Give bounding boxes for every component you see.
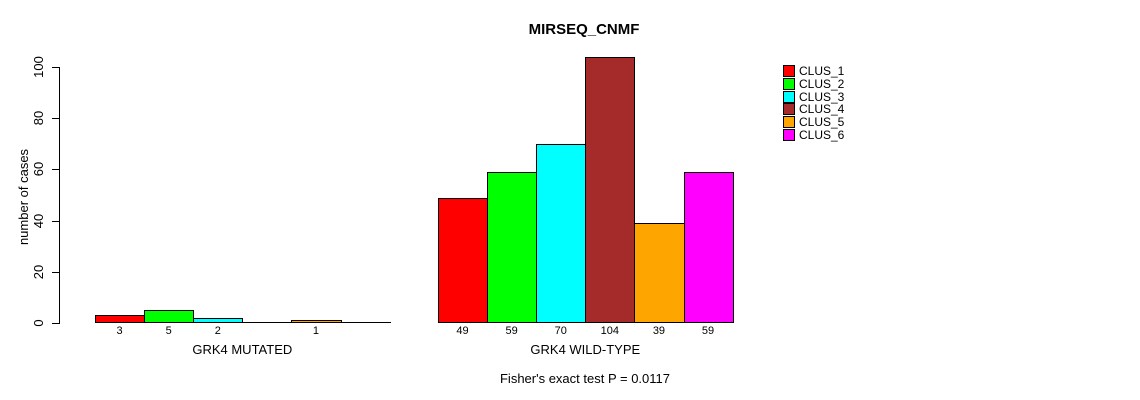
bar-value-label: 3 [116,325,123,337]
legend-color-swatch [783,65,795,78]
x-axis-group-label-grk4-wild-type: GRK4 WILD-TYPE [530,342,641,357]
legend-item-clus-3: CLUS_3 [783,90,844,103]
bar-clus-6-grk4-mutated [341,322,391,323]
bar-value-label: 70 [554,325,567,337]
bar-value-label: 49 [456,325,469,337]
y-axis-tick-label: 40 [31,213,46,229]
chart-title: MIRSEQ_CNMF [528,21,640,38]
y-axis-tick-label: 0 [31,319,46,327]
bar-value-label: 5 [165,325,172,337]
bar-clus-3-grk4-wild-type [536,144,586,323]
legend: CLUS_1 CLUS_2 CLUS_3 CLUS_4 CLUS_5 CLUS_6 [783,65,844,141]
y-axis-line [59,67,60,324]
y-axis-label: number of cases [16,148,31,246]
y-axis-tick [52,169,60,170]
legend-color-swatch [783,128,795,141]
bar-value-label: 2 [214,325,221,337]
legend-label: CLUS_6 [799,127,845,142]
y-axis-tick-label: 80 [31,110,46,126]
legend-color-swatch [783,78,795,91]
y-axis-tick [52,323,60,324]
y-axis-tick [52,67,60,68]
y-axis-tick [52,221,60,222]
legend-item-clus-1: CLUS_1 [783,65,844,78]
legend-item-clus-2: CLUS_2 [783,78,844,91]
legend-color-swatch [783,90,795,103]
bar-clus-4-grk4-mutated [242,322,292,323]
bar-clus-5-grk4-wild-type [634,223,685,323]
bar-clus-1-grk4-wild-type [438,198,488,323]
bar-clus-1-grk4-mutated [95,315,145,323]
bar-value-label: 59 [505,325,518,337]
y-axis-tick-label: 100 [31,56,46,78]
bar-clus-3-grk4-mutated [193,318,243,323]
bar-value-label: 104 [600,325,620,337]
bar-clus-4-grk4-wild-type [585,57,635,323]
x-axis-group-label-grk4-mutated: GRK4 MUTATED [192,342,293,357]
fisher-test-annotation: Fisher's exact test P = 0.0117 [499,371,671,386]
legend-color-swatch [783,103,795,116]
legend-color-swatch [783,116,795,129]
y-axis-tick [52,272,60,273]
legend-item-clus-6: CLUS_6 [783,128,844,141]
legend-label: CLUS_3 [799,89,845,104]
legend-label: CLUS_5 [799,115,845,130]
y-axis-tick [52,118,60,119]
y-axis-tick-label: 60 [31,161,46,177]
bar-value-label: 59 [701,325,715,337]
legend-label: CLUS_4 [799,102,845,117]
bar-value-label: 39 [652,325,666,337]
legend-item-clus-5: CLUS_5 [783,116,844,129]
bar-clus-2-grk4-mutated [144,310,194,323]
y-axis-tick-label: 20 [31,264,46,280]
legend-item-clus-4: CLUS_4 [783,103,844,116]
legend-label: CLUS_2 [799,77,845,92]
bar-value-label: 1 [312,325,319,337]
bar-clus-5-grk4-mutated [291,320,342,323]
bar-clus-6-grk4-wild-type [684,172,734,323]
legend-label: CLUS_1 [799,64,845,79]
bar-clus-2-grk4-wild-type [487,172,537,323]
